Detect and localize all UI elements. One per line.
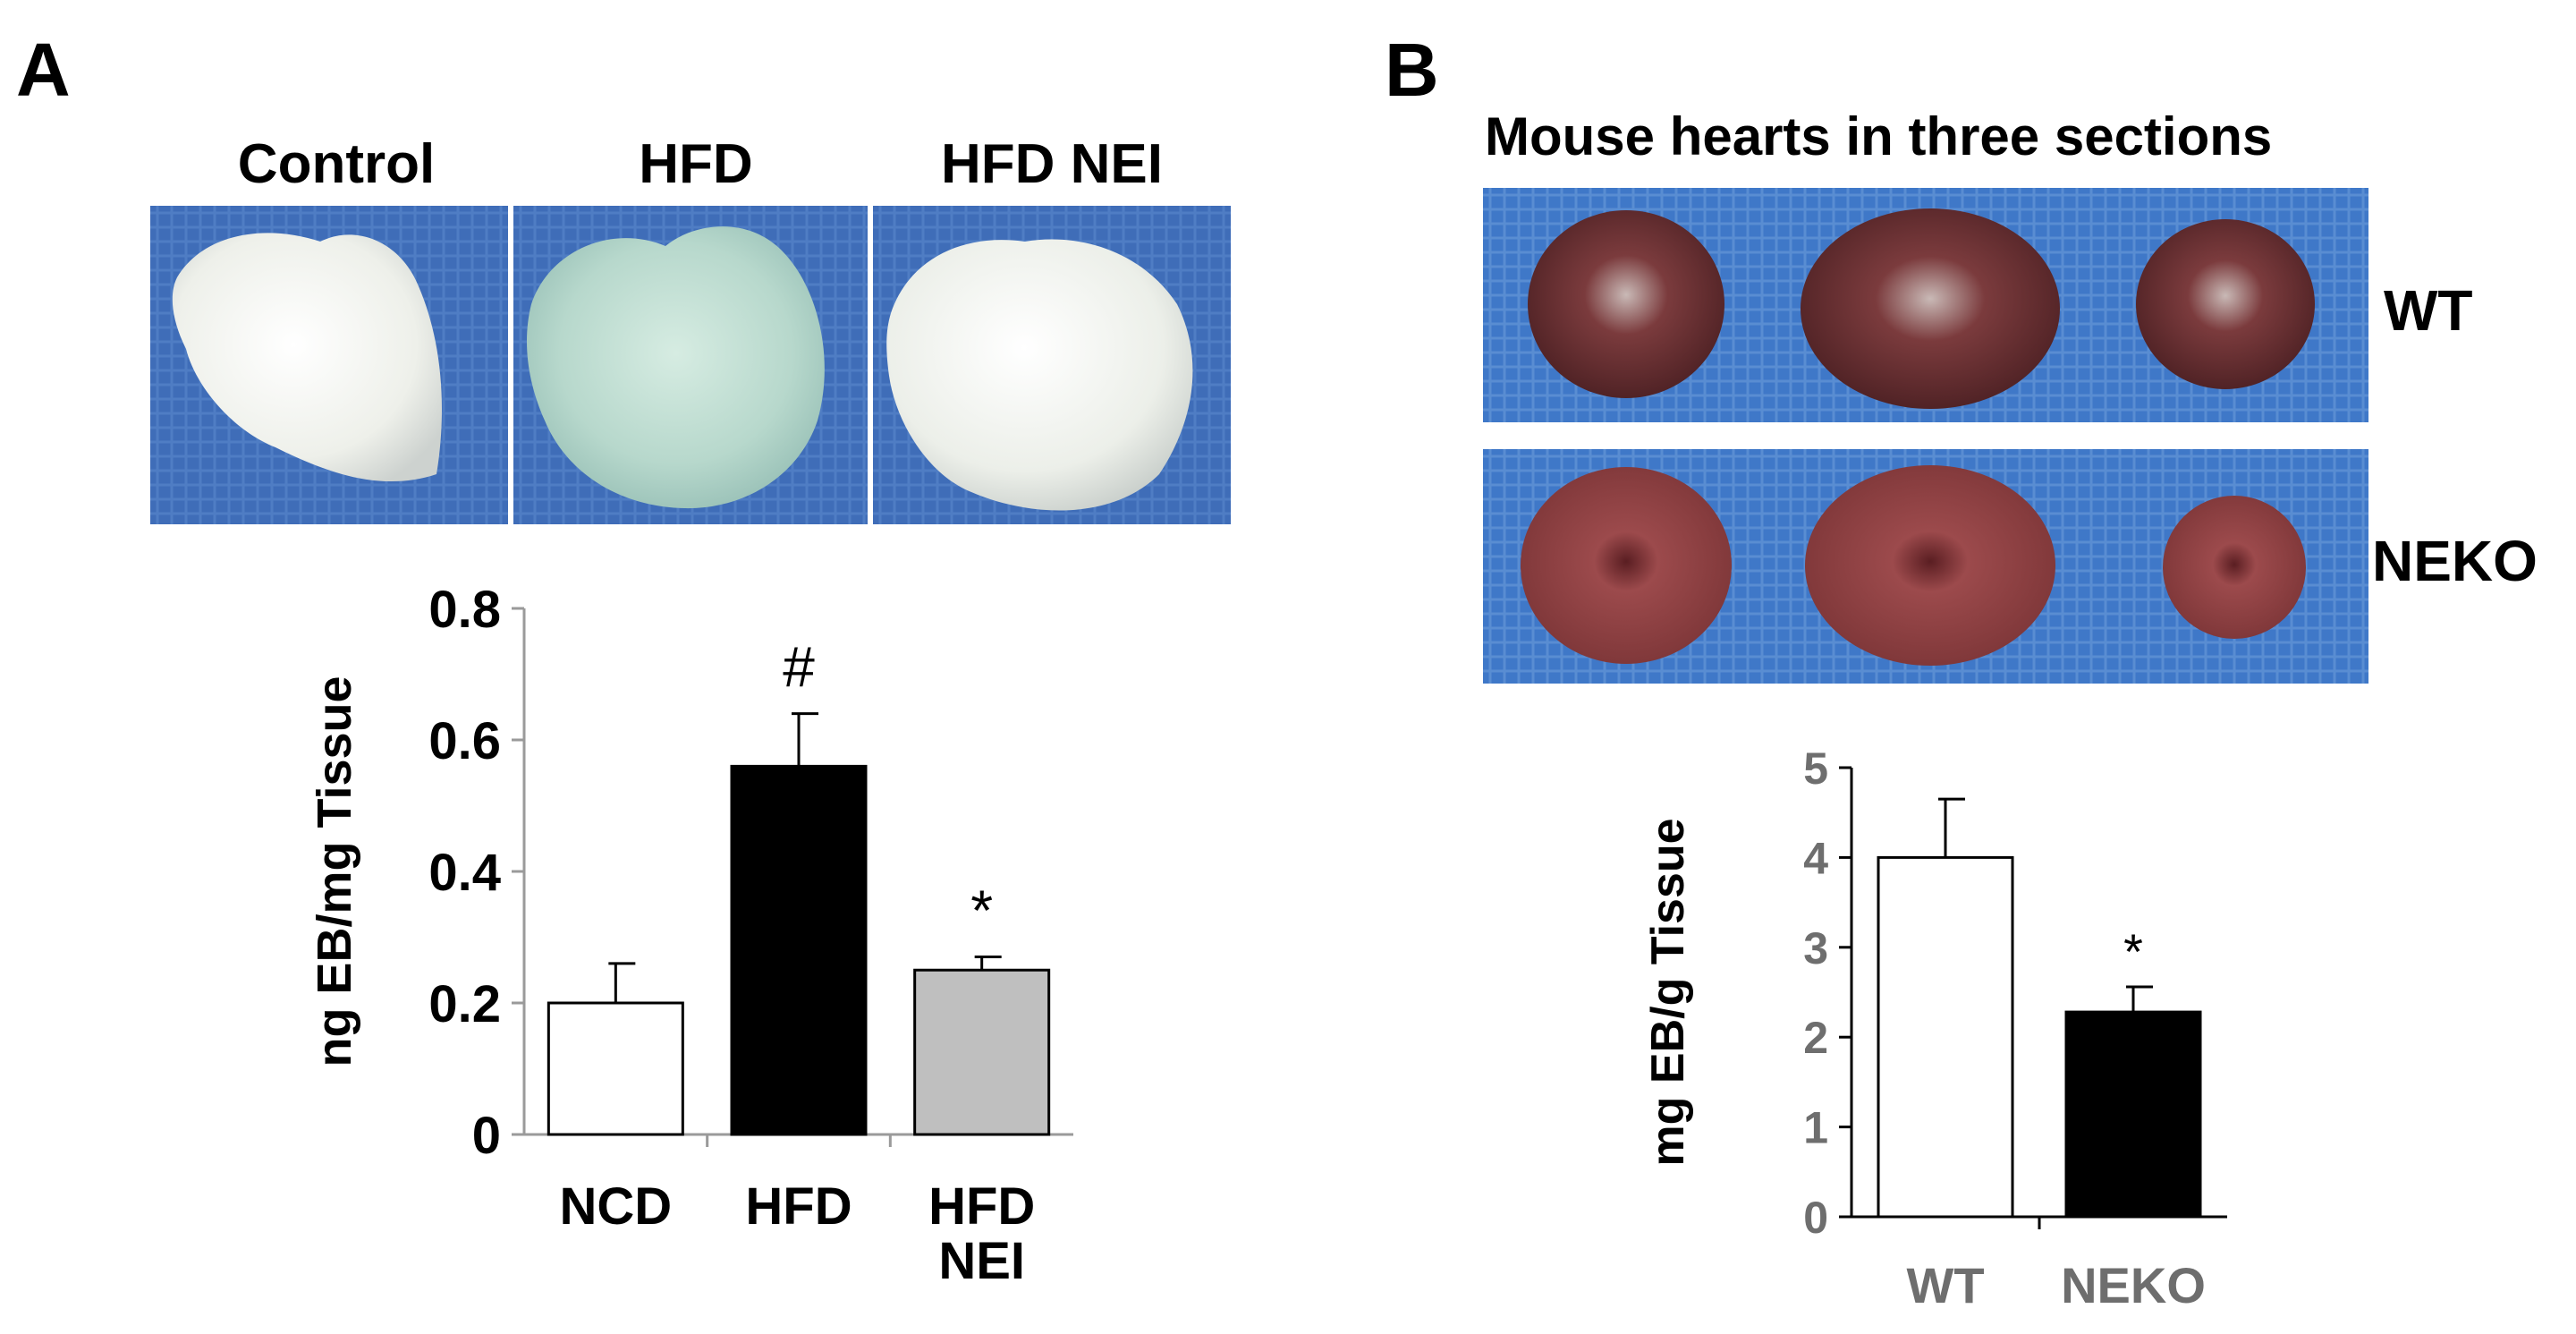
image-label-hfd: HFD <box>639 133 753 195</box>
y-tick-label: 0.6 <box>428 712 501 770</box>
bar-hfd <box>913 968 1051 1136</box>
significance-mark: * <box>970 879 993 943</box>
row-label-neko: NEKO <box>2372 529 2538 593</box>
x-category-label: NEKO <box>2061 1257 2206 1313</box>
photo-hfd-tissue <box>513 206 868 524</box>
row-label-wt: WT <box>2384 278 2473 343</box>
y-tick-label: 1 <box>1803 1103 1828 1153</box>
y-tick-label: 0.2 <box>428 975 501 1033</box>
bar-wt <box>1877 855 2014 1219</box>
y-tick-label: 5 <box>1803 743 1828 794</box>
panel-a-letter: A <box>16 28 71 112</box>
y-tick-label: 4 <box>1803 833 1828 883</box>
y-tick-label: 0.8 <box>428 581 501 639</box>
bar-neko <box>2064 1010 2202 1219</box>
photo-control-tissue <box>150 206 508 524</box>
image-label-hfd-nei: HFD NEI <box>941 133 1163 195</box>
y-tick-label: 3 <box>1803 923 1828 973</box>
y-tick-label: 0.4 <box>428 844 501 902</box>
x-category-label: NEI <box>938 1232 1025 1290</box>
x-category-label: NCD <box>559 1177 672 1236</box>
chart-b: 0 1 2 3 4 5 WT * NEKO mg EB/g Tissue <box>1642 743 2227 1313</box>
y-axis-label: mg EB/g Tissue <box>1642 818 1694 1166</box>
y-tick-label: 2 <box>1803 1013 1828 1063</box>
photo-neko-heart-sections <box>1483 449 2368 684</box>
y-axis-label: ng EB/mg Tissue <box>308 675 361 1066</box>
x-category-label: WT <box>1906 1257 1984 1313</box>
image-label-control: Control <box>237 133 436 195</box>
bar-hfd <box>730 764 868 1136</box>
x-category-label: HFD <box>928 1177 1035 1236</box>
photo-wt-heart-sections <box>1483 188 2368 422</box>
significance-mark: * <box>2123 923 2143 980</box>
y-tick-label: 0 <box>1803 1193 1828 1243</box>
significance-mark: # <box>783 635 815 700</box>
bar-ncd <box>547 1001 684 1136</box>
photo-hfd-nei-tissue <box>873 206 1231 524</box>
y-tick-label: 0 <box>472 1107 501 1165</box>
panel-b-title: Mouse hearts in three sections <box>1485 106 2273 166</box>
x-category-label: HFD <box>745 1177 852 1236</box>
panel-b-letter: B <box>1385 28 1439 112</box>
